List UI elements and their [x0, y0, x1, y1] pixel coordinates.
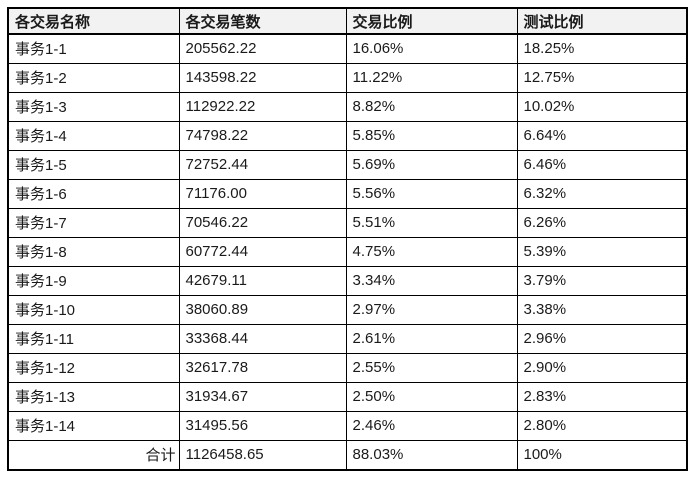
cell-transaction-name: 事务1-12	[7, 352, 180, 383]
cell-transaction-name: 事务1-7	[7, 207, 180, 238]
cell-transaction-count: 71176.00	[178, 178, 347, 209]
cell-transaction-count: 205562.22	[178, 33, 347, 64]
table-row: 事务1-7 70546.22 5.51% 6.26%	[7, 207, 688, 238]
cell-transaction-ratio: 5.69%	[345, 149, 518, 180]
cell-transaction-ratio: 5.85%	[345, 120, 518, 151]
cell-transaction-count: 72752.44	[178, 149, 347, 180]
cell-transaction-ratio: 2.50%	[345, 381, 518, 412]
cell-test-ratio: 3.79%	[516, 265, 688, 296]
cell-transaction-count: 32617.78	[178, 352, 347, 383]
cell-transaction-ratio: 8.82%	[345, 91, 518, 122]
cell-transaction-ratio: 3.34%	[345, 265, 518, 296]
table-row: 事务1-11 33368.44 2.61% 2.96%	[7, 323, 688, 354]
cell-transaction-ratio: 16.06%	[345, 33, 518, 64]
table-row: 事务1-2 143598.22 11.22% 12.75%	[7, 62, 688, 93]
cell-test-ratio: 6.64%	[516, 120, 688, 151]
table-row: 事务1-6 71176.00 5.56% 6.32%	[7, 178, 688, 209]
cell-test-ratio: 5.39%	[516, 236, 688, 267]
table-row: 事务1-1 205562.22 16.06% 18.25%	[7, 33, 688, 64]
header-row: 各交易名称 各交易笔数 交易比例 测试比例	[7, 7, 688, 35]
cell-transaction-ratio: 5.51%	[345, 207, 518, 238]
column-header-transaction-count: 各交易笔数	[178, 7, 347, 35]
cell-transaction-count: 70546.22	[178, 207, 347, 238]
cell-test-ratio: 2.90%	[516, 352, 688, 383]
table-row: 事务1-9 42679.11 3.34% 3.79%	[7, 265, 688, 296]
table-row: 事务1-4 74798.22 5.85% 6.64%	[7, 120, 688, 151]
cell-transaction-ratio: 5.56%	[345, 178, 518, 209]
transaction-table-container: 各交易名称 各交易笔数 交易比例 测试比例 事务1-1 205562.22 16…	[7, 7, 688, 471]
total-test-ratio: 100%	[516, 439, 688, 471]
cell-transaction-count: 112922.22	[178, 91, 347, 122]
table-row: 事务1-3 112922.22 8.82% 10.02%	[7, 91, 688, 122]
cell-transaction-count: 33368.44	[178, 323, 347, 354]
cell-transaction-name: 事务1-9	[7, 265, 180, 296]
column-header-transaction-name: 各交易名称	[7, 7, 180, 35]
cell-transaction-ratio: 2.61%	[345, 323, 518, 354]
cell-test-ratio: 12.75%	[516, 62, 688, 93]
total-label: 合计	[7, 439, 180, 471]
table-row: 事务1-10 38060.89 2.97% 3.38%	[7, 294, 688, 325]
cell-transaction-ratio: 11.22%	[345, 62, 518, 93]
cell-test-ratio: 3.38%	[516, 294, 688, 325]
cell-transaction-name: 事务1-8	[7, 236, 180, 267]
cell-transaction-name: 事务1-10	[7, 294, 180, 325]
cell-transaction-count: 31495.56	[178, 410, 347, 441]
table-row: 事务1-13 31934.67 2.50% 2.83%	[7, 381, 688, 412]
table-body: 事务1-1 205562.22 16.06% 18.25% 事务1-2 1435…	[7, 33, 688, 471]
total-transaction-count: 1126458.65	[178, 439, 347, 471]
cell-transaction-name: 事务1-14	[7, 410, 180, 441]
cell-test-ratio: 6.32%	[516, 178, 688, 209]
cell-transaction-ratio: 2.46%	[345, 410, 518, 441]
total-row: 合计 1126458.65 88.03% 100%	[7, 439, 688, 471]
table-row: 事务1-14 31495.56 2.46% 2.80%	[7, 410, 688, 441]
column-header-transaction-ratio: 交易比例	[345, 7, 518, 35]
cell-transaction-name: 事务1-5	[7, 149, 180, 180]
cell-transaction-name: 事务1-3	[7, 91, 180, 122]
cell-transaction-name: 事务1-13	[7, 381, 180, 412]
cell-transaction-name: 事务1-4	[7, 120, 180, 151]
cell-transaction-count: 38060.89	[178, 294, 347, 325]
cell-test-ratio: 6.26%	[516, 207, 688, 238]
cell-transaction-count: 31934.67	[178, 381, 347, 412]
table-row: 事务1-12 32617.78 2.55% 2.90%	[7, 352, 688, 383]
column-header-test-ratio: 测试比例	[516, 7, 688, 35]
total-transaction-ratio: 88.03%	[345, 439, 518, 471]
cell-transaction-ratio: 2.97%	[345, 294, 518, 325]
cell-test-ratio: 18.25%	[516, 33, 688, 64]
table-header: 各交易名称 各交易笔数 交易比例 测试比例	[7, 7, 688, 35]
cell-test-ratio: 10.02%	[516, 91, 688, 122]
cell-test-ratio: 6.46%	[516, 149, 688, 180]
cell-transaction-count: 42679.11	[178, 265, 347, 296]
cell-transaction-name: 事务1-2	[7, 62, 180, 93]
cell-transaction-name: 事务1-11	[7, 323, 180, 354]
table-row: 事务1-5 72752.44 5.69% 6.46%	[7, 149, 688, 180]
cell-transaction-name: 事务1-6	[7, 178, 180, 209]
cell-test-ratio: 2.83%	[516, 381, 688, 412]
transaction-table: 各交易名称 各交易笔数 交易比例 测试比例 事务1-1 205562.22 16…	[7, 7, 688, 471]
table-row: 事务1-8 60772.44 4.75% 5.39%	[7, 236, 688, 267]
cell-transaction-count: 74798.22	[178, 120, 347, 151]
cell-test-ratio: 2.96%	[516, 323, 688, 354]
cell-transaction-ratio: 2.55%	[345, 352, 518, 383]
cell-test-ratio: 2.80%	[516, 410, 688, 441]
cell-transaction-ratio: 4.75%	[345, 236, 518, 267]
cell-transaction-name: 事务1-1	[7, 33, 180, 64]
cell-transaction-count: 143598.22	[178, 62, 347, 93]
cell-transaction-count: 60772.44	[178, 236, 347, 267]
